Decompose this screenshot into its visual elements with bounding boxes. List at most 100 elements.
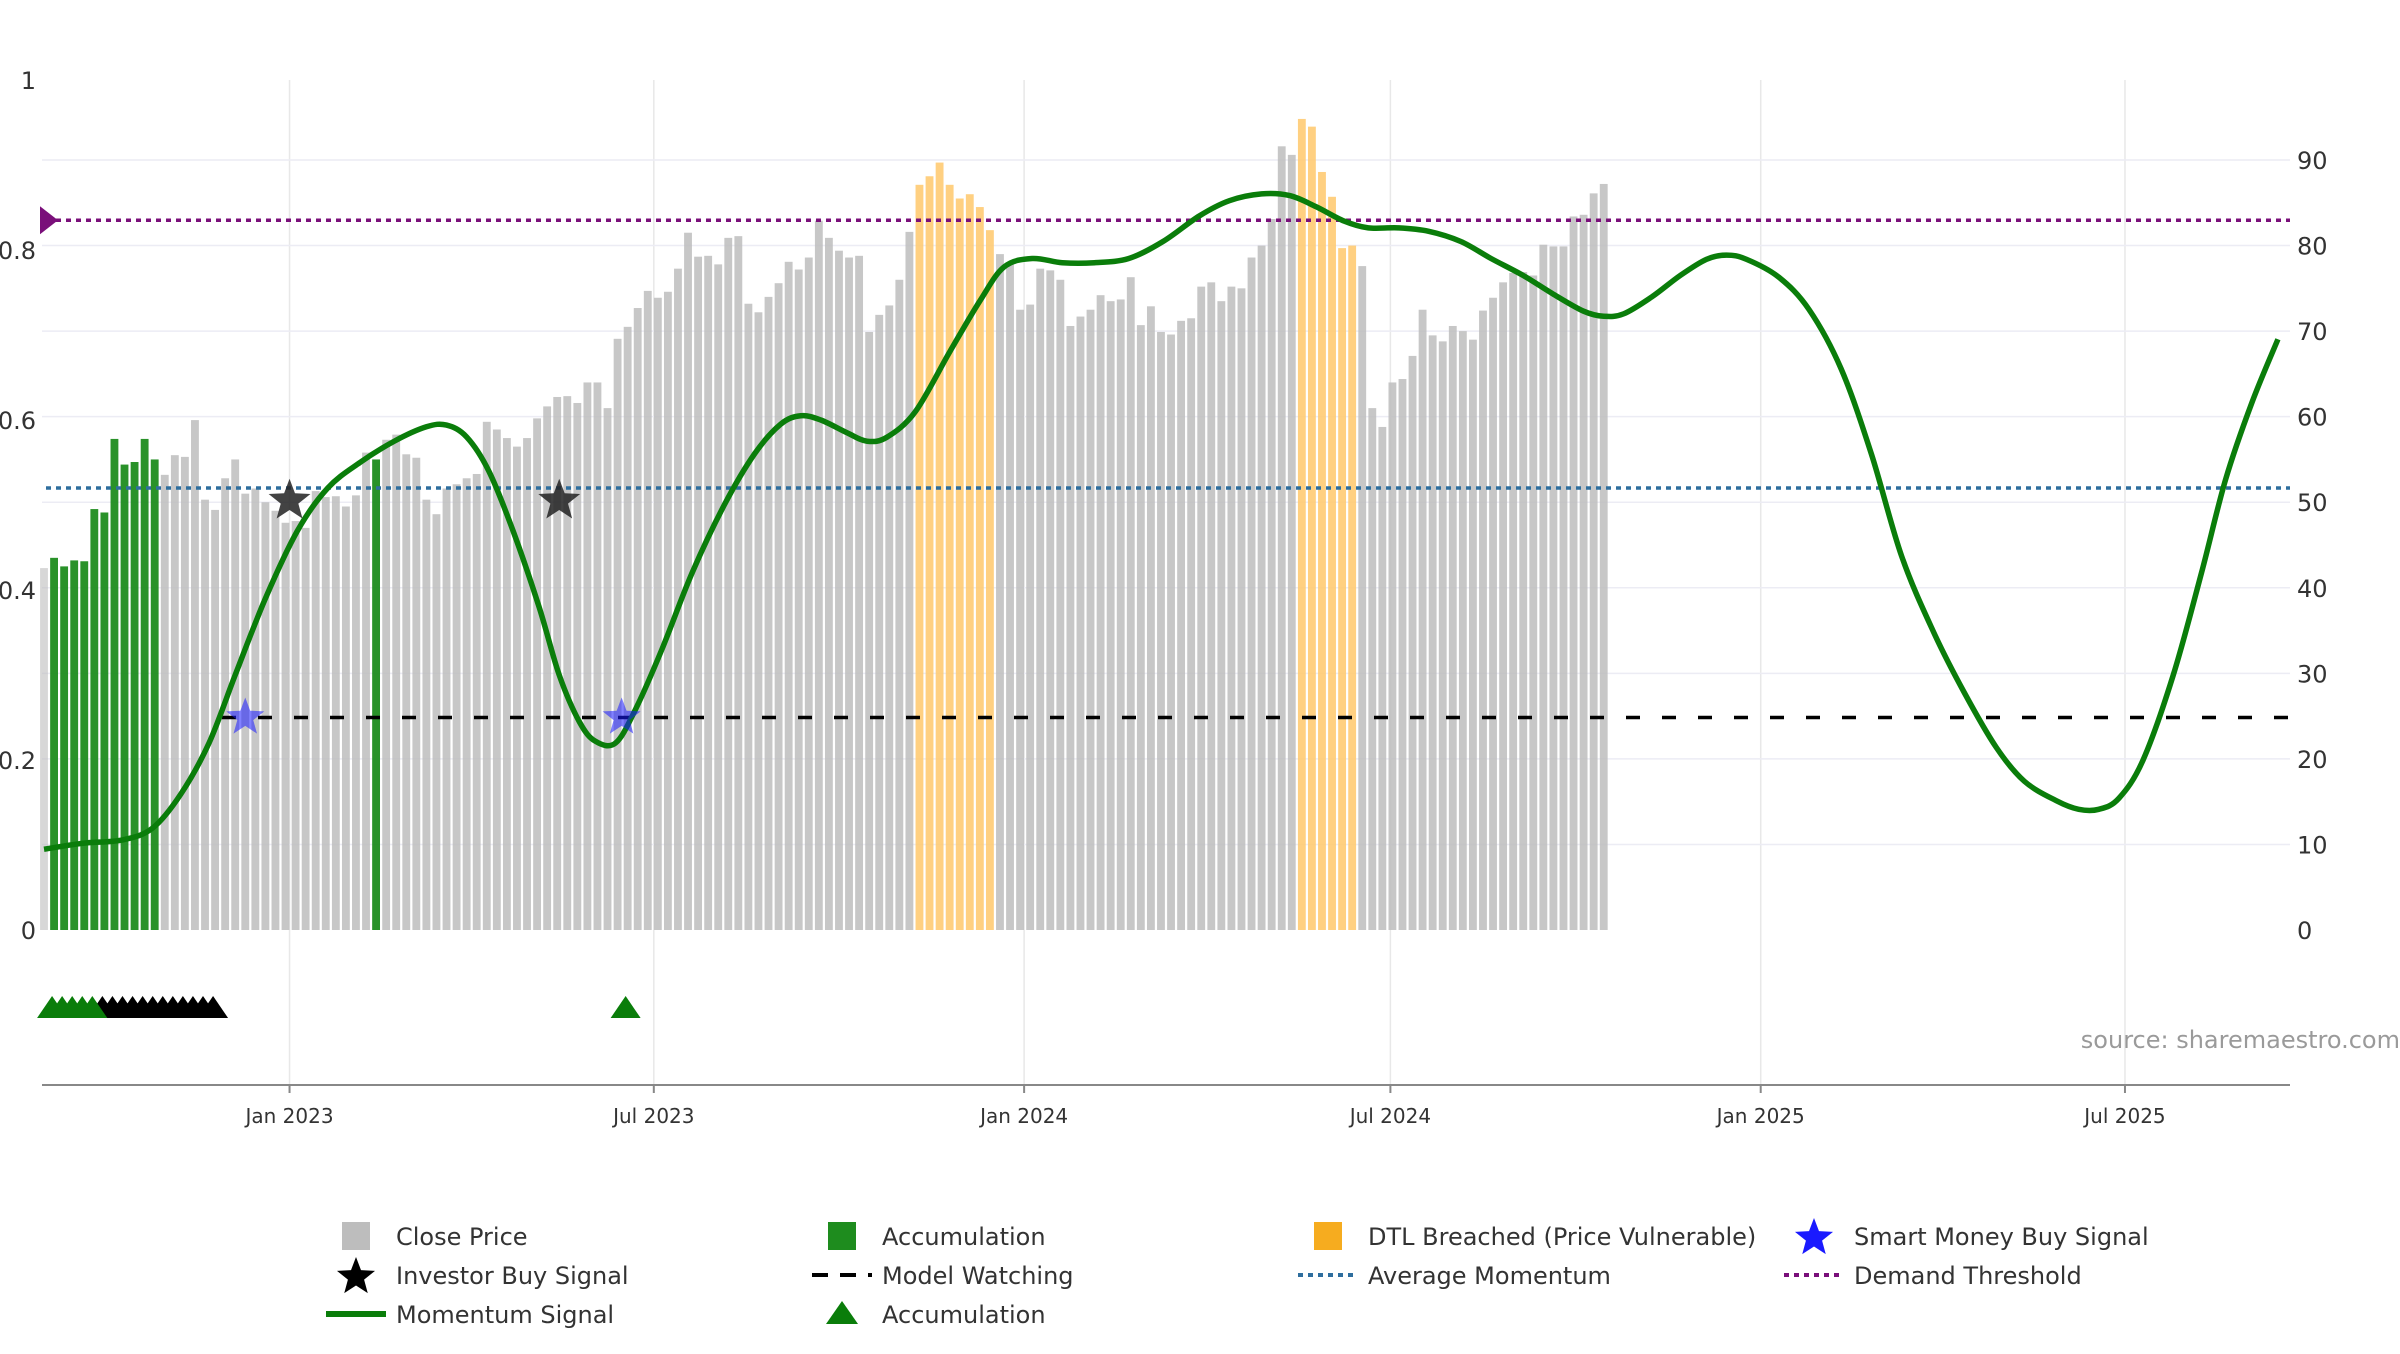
close-price-bar xyxy=(180,456,189,930)
close-price-bar xyxy=(1539,244,1548,930)
bars-layer xyxy=(40,118,1608,931)
dtl-breached-bar xyxy=(1338,248,1347,931)
close-price-bar xyxy=(623,326,632,930)
close-price-bar xyxy=(352,495,360,930)
close-price-bar xyxy=(1287,154,1296,930)
close-price-bar xyxy=(1549,246,1558,930)
dtl-breached-bar xyxy=(1348,245,1357,931)
close-price-bar xyxy=(412,457,421,930)
dtl-breached-bar xyxy=(915,184,924,931)
close-price-bar xyxy=(1368,408,1377,931)
close-price-bar xyxy=(1277,146,1286,931)
x-tick-label: Jul 2024 xyxy=(1348,1104,1431,1128)
y-right-tick-label: 90 xyxy=(2297,147,2328,175)
close-price-bar xyxy=(1529,275,1538,930)
accumulation-bar xyxy=(80,561,89,930)
close-price-bar xyxy=(663,291,672,930)
close-price-bar xyxy=(875,314,884,930)
close-price-bar xyxy=(633,308,642,930)
dtl-breached-bar xyxy=(965,194,974,930)
close-price-bar xyxy=(814,220,823,930)
dtl-breached-bar xyxy=(975,207,984,931)
close-price-bar xyxy=(523,438,531,930)
y-right-tick-label: 20 xyxy=(2297,746,2328,774)
legend-item: Momentum Signal xyxy=(326,1301,614,1329)
close-price-bar xyxy=(694,256,703,931)
close-price-bar xyxy=(1056,279,1065,930)
accumulation-bar xyxy=(372,459,381,930)
accumulation-bar xyxy=(120,464,129,930)
dtl-breached-bar xyxy=(985,230,994,931)
close-price-bar xyxy=(1589,193,1598,930)
lines-layer xyxy=(40,190,2290,852)
close-price-bar xyxy=(1116,299,1125,930)
y-right-tick-label: 80 xyxy=(2297,233,2328,261)
close-price-bar xyxy=(603,408,612,931)
close-price-bar xyxy=(432,514,441,930)
close-price-bar xyxy=(543,406,552,930)
close-price-bar xyxy=(1217,301,1226,931)
close-price-bar xyxy=(714,264,723,930)
accumulation-bar xyxy=(50,557,58,930)
close-price-bar xyxy=(1036,268,1045,931)
close-price-bar xyxy=(1247,257,1256,930)
close-price-bar xyxy=(563,396,572,931)
legend-swatch xyxy=(336,1257,376,1294)
dtl-breached-bar xyxy=(1307,126,1316,931)
close-price-bar xyxy=(573,402,582,930)
legend-label: Close Price xyxy=(396,1223,528,1251)
y-right-tick-label: 10 xyxy=(2297,831,2328,859)
close-price-bar xyxy=(1136,325,1145,931)
close-price-bar xyxy=(744,303,753,930)
y-right-tick-label: 0 xyxy=(2297,917,2312,945)
close-price-bar xyxy=(1026,304,1035,931)
accumulation-bar xyxy=(130,462,139,930)
legend-item: Close Price xyxy=(342,1222,528,1251)
close-price-bar xyxy=(1519,272,1528,931)
legend-swatch xyxy=(1794,1218,1834,1255)
close-price-bar xyxy=(502,438,511,930)
close-price-bar xyxy=(1096,295,1105,931)
y-left-tick-label: 0.4 xyxy=(0,577,36,605)
close-price-bar xyxy=(885,305,894,930)
legend-item: Average Momentum xyxy=(1298,1262,1611,1290)
close-price-bar xyxy=(311,491,320,930)
y-right-tick-label: 50 xyxy=(2297,489,2328,517)
momentum-signal-line xyxy=(43,190,2281,852)
close-price-bar xyxy=(392,434,401,930)
markers-layer xyxy=(37,478,641,1018)
x-tick-label: Jan 2023 xyxy=(243,1104,333,1128)
y-right-tick-label: 70 xyxy=(2297,318,2328,346)
close-price-bar xyxy=(1579,214,1588,930)
legend-swatch xyxy=(828,1222,856,1250)
accumulation-triangle xyxy=(610,996,641,1018)
close-price-bar xyxy=(1066,325,1075,930)
dtl-breached-bar xyxy=(945,184,954,931)
close-price-bar xyxy=(442,488,451,930)
legend-item: Smart Money Buy Signal xyxy=(1794,1218,2149,1255)
close-price-bar xyxy=(1388,382,1397,930)
legend: Close Price Accumulation DTL Breached (Pri… xyxy=(326,1218,2149,1329)
close-price-bar xyxy=(1126,277,1135,930)
legend-swatch xyxy=(1314,1222,1342,1250)
dtl-breached-bar xyxy=(1297,118,1306,930)
close-price-bar xyxy=(271,510,280,930)
close-price-bar xyxy=(1398,379,1407,930)
y-left-tick-label: 0.6 xyxy=(0,407,36,435)
accumulation-bar xyxy=(90,509,99,930)
legend-label: Smart Money Buy Signal xyxy=(1854,1223,2149,1251)
close-price-bar xyxy=(452,484,461,930)
close-price-bar xyxy=(382,439,391,930)
close-price-bar xyxy=(40,568,48,930)
dtl-breached-bar xyxy=(955,198,964,930)
close-price-bar xyxy=(1257,245,1266,931)
legend-label: Demand Threshold xyxy=(1854,1262,2082,1290)
close-price-bar xyxy=(643,290,652,930)
close-price-bar xyxy=(1358,266,1367,931)
x-tick-label: Jul 2025 xyxy=(2082,1104,2165,1128)
close-price-bar xyxy=(1509,272,1518,930)
close-price-bar xyxy=(764,296,773,930)
close-price-bar xyxy=(1569,216,1578,930)
close-price-bar xyxy=(301,527,310,930)
legend-swatch xyxy=(826,1301,858,1324)
